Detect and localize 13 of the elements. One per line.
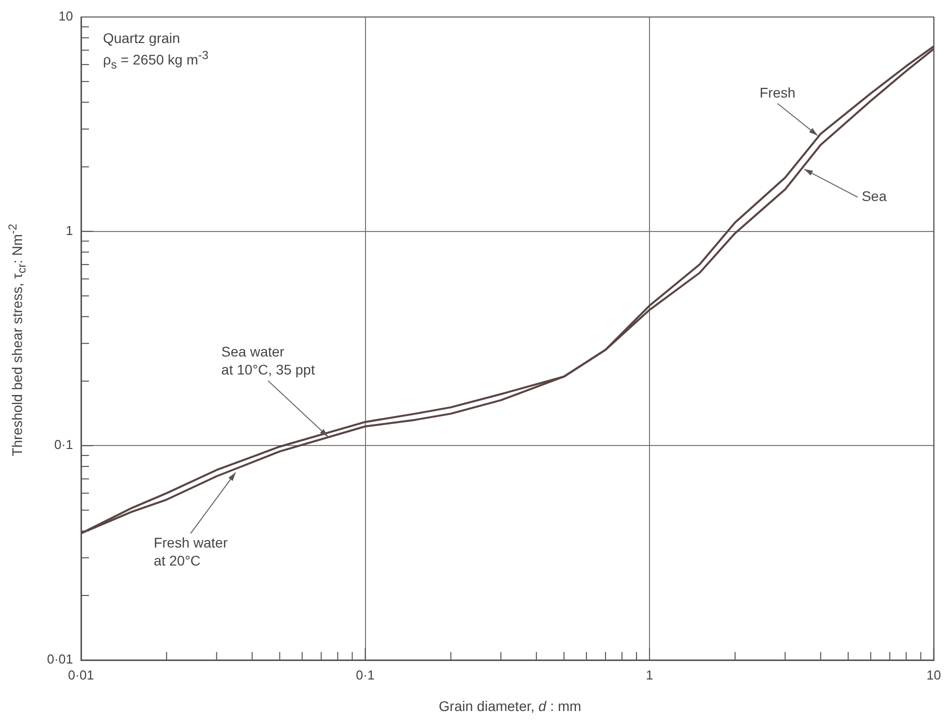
y-tick-label: 10 [58, 8, 73, 24]
y-tick-label: 0·01 [46, 652, 73, 667]
x-tick-label: 1 [646, 667, 654, 682]
y-tick-label: 0·1 [54, 437, 73, 452]
y-tick-label: 1 [66, 222, 73, 238]
annotation: Fresh [760, 84, 796, 100]
x-axis-title: Grain diameter, d : mm [438, 697, 582, 715]
x-tick-label: 0·1 [356, 667, 375, 682]
annotation: Fresh water at 20°C [154, 534, 228, 568]
annotation: Quartz grain ρ$_{s}$ = 2650 kg m$^{-3}$ [103, 29, 208, 74]
annotation: Sea water at 10°C, 35 ppt [221, 344, 315, 378]
x-tick-label: 10 [926, 667, 942, 682]
annotation: Sea [862, 188, 887, 204]
